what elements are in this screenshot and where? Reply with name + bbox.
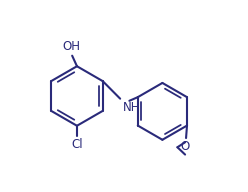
Text: Cl: Cl: [71, 138, 83, 151]
Text: OH: OH: [62, 40, 80, 53]
Text: O: O: [181, 140, 190, 153]
Text: NH: NH: [123, 101, 140, 114]
